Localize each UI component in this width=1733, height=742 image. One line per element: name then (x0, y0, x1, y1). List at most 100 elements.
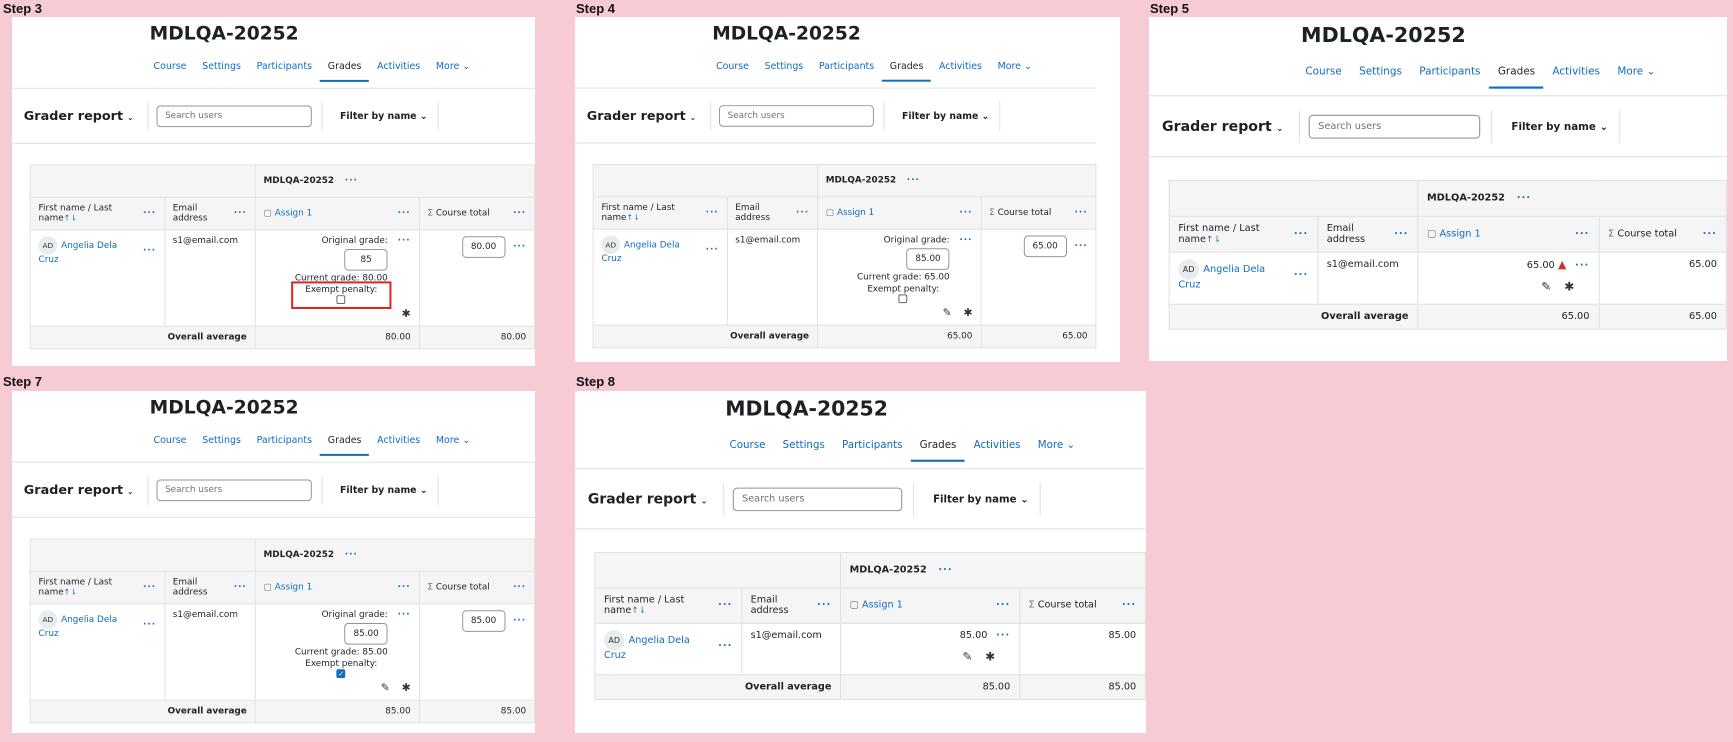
override-icon[interactable]: ✱ (401, 306, 411, 320)
filter-by-name-button[interactable]: Filter by name ⌄ (330, 111, 437, 122)
override-icon[interactable]: ✱ (1564, 279, 1575, 294)
edit-icon[interactable]: ✎ (1541, 279, 1552, 294)
email-column-menu-icon[interactable]: ··· (233, 582, 247, 593)
tab-activities[interactable]: Activities (377, 435, 421, 447)
edit-icon[interactable]: ✎ (380, 680, 390, 694)
email-column-label[interactable]: Email address (1326, 223, 1366, 246)
grade-menu-icon[interactable]: ··· (959, 235, 973, 246)
tab-more[interactable]: More ⌄ (428, 426, 478, 455)
search-users-input[interactable]: Search users (156, 479, 312, 502)
tab-grades[interactable]: Grades (911, 430, 966, 462)
tab-more[interactable]: More ⌄ (428, 52, 478, 81)
assign-column-link[interactable]: Assign 1 (274, 208, 313, 219)
tab-participants[interactable]: Participants (256, 61, 313, 73)
total-column-menu-icon[interactable]: ··· (1074, 208, 1088, 218)
tab-activities[interactable]: Activities (1552, 65, 1600, 78)
tab-grades[interactable]: Grades (319, 426, 370, 456)
name-column-menu-icon[interactable]: ··· (143, 208, 157, 219)
exempt-penalty-checkbox[interactable] (898, 294, 908, 304)
assign-column-link[interactable]: Assign 1 (274, 582, 313, 593)
report-selector[interactable]: Grader report ⌄ (587, 109, 696, 124)
report-selector[interactable]: Grader report ⌄ (588, 491, 708, 507)
sort-icon[interactable]: ↑⇂ (626, 213, 640, 222)
assign-column-menu-icon[interactable]: ··· (1575, 228, 1590, 240)
report-selector[interactable]: Grader report ⌄ (24, 109, 134, 124)
tab-settings[interactable]: Settings (1359, 65, 1402, 78)
tab-activities[interactable]: Activities (973, 439, 1021, 452)
tab-grades[interactable]: Grades (881, 52, 932, 82)
name-column-menu-icon[interactable]: ··· (1293, 228, 1309, 240)
grade-menu-icon[interactable]: ··· (1575, 259, 1590, 271)
filter-by-name-button[interactable]: Filter by name ⌄ (922, 493, 1039, 505)
grade-menu-icon[interactable]: ··· (397, 236, 411, 247)
name-column-label[interactable]: First name / Last name (601, 203, 675, 223)
assign-column-menu-icon[interactable]: ··· (995, 600, 1011, 611)
name-column-label[interactable]: First name / Last name (38, 203, 113, 224)
tab-settings[interactable]: Settings (782, 439, 825, 452)
tab-more[interactable]: More ⌄ (1609, 56, 1664, 89)
report-selector[interactable]: Grader report ⌄ (24, 483, 134, 498)
tab-more[interactable]: More ⌄ (1029, 430, 1084, 462)
email-column-label[interactable]: Email address (172, 203, 208, 224)
grade-menu-icon[interactable]: ··· (995, 630, 1011, 642)
grade-menu-icon[interactable]: ··· (397, 610, 411, 621)
tab-activities[interactable]: Activities (377, 61, 421, 73)
name-column-menu-icon[interactable]: ··· (143, 582, 157, 593)
name-column-menu-icon[interactable]: ··· (705, 208, 719, 218)
email-column-menu-icon[interactable]: ··· (817, 600, 832, 611)
assign-column-menu-icon[interactable]: ··· (397, 208, 411, 219)
email-column-menu-icon[interactable]: ··· (1394, 228, 1409, 240)
exempt-penalty-checkbox[interactable]: ✓ (336, 669, 346, 679)
sort-icon[interactable]: ↑⇂ (1206, 234, 1221, 244)
filter-by-name-button[interactable]: Filter by name ⌄ (892, 111, 999, 122)
assign-column-menu-icon[interactable]: ··· (397, 582, 411, 593)
user-menu-icon[interactable]: ··· (718, 640, 733, 652)
tab-course[interactable]: Course (1305, 65, 1342, 78)
sort-icon[interactable]: ↑⇂ (63, 587, 77, 597)
tab-participants[interactable]: Participants (256, 435, 313, 447)
grade-input[interactable]: 85 (344, 248, 388, 271)
search-users-input[interactable]: Search users (1308, 114, 1480, 139)
name-column-menu-icon[interactable]: ··· (718, 600, 733, 611)
tab-settings[interactable]: Settings (202, 435, 241, 447)
user-name-link[interactable]: Angelia Dela Cruz (38, 241, 118, 265)
override-icon[interactable]: ✱ (985, 649, 996, 664)
tab-participants[interactable]: Participants (842, 439, 903, 452)
grade-input[interactable]: 85.00 (906, 248, 950, 270)
sort-icon[interactable]: ↑⇂ (63, 213, 77, 223)
total-column-menu-icon[interactable]: ··· (1121, 600, 1137, 611)
tab-course[interactable]: Course (153, 435, 187, 447)
tab-participants[interactable]: Participants (1419, 65, 1481, 78)
email-column-label[interactable]: Email address (735, 203, 770, 223)
tab-course[interactable]: Course (729, 439, 766, 452)
tab-settings[interactable]: Settings (764, 61, 804, 72)
user-name-link[interactable]: Angelia Dela Cruz (603, 635, 690, 662)
category-menu-icon[interactable]: ··· (938, 564, 953, 576)
email-column-menu-icon[interactable]: ··· (233, 208, 247, 219)
search-users-input[interactable]: Search users (732, 487, 902, 512)
tab-activities[interactable]: Activities (939, 61, 982, 72)
grade-input[interactable]: 85.00 (344, 622, 388, 645)
edit-icon[interactable]: ✎ (942, 306, 952, 319)
sort-icon[interactable]: ↑⇂ (631, 605, 646, 616)
name-column-label[interactable]: First name / Last name (603, 594, 685, 617)
total-menu-icon[interactable]: ··· (513, 242, 527, 252)
exempt-penalty-checkbox[interactable] (336, 295, 346, 305)
user-name-link[interactable]: Angelia Dela Cruz (1178, 264, 1266, 291)
user-name-link[interactable]: Angelia Dela Cruz (601, 240, 680, 264)
total-column-menu-icon[interactable]: ··· (513, 208, 527, 219)
email-column-label[interactable]: Email address (172, 577, 208, 598)
assign-column-menu-icon[interactable]: ··· (959, 208, 973, 218)
assign-column-link[interactable]: Assign 1 (1439, 228, 1481, 240)
email-column-label[interactable]: Email address (750, 594, 789, 617)
total-grade-input[interactable]: 80.00 (461, 236, 506, 258)
user-menu-icon[interactable]: ··· (143, 619, 157, 630)
search-users-input[interactable]: Search users (718, 105, 874, 127)
tab-participants[interactable]: Participants (818, 61, 875, 72)
filter-by-name-button[interactable]: Filter by name ⌄ (1501, 121, 1619, 133)
category-menu-icon[interactable]: ··· (344, 176, 358, 187)
category-menu-icon[interactable]: ··· (344, 550, 358, 561)
tab-grades[interactable]: Grades (319, 52, 370, 82)
tab-more[interactable]: More ⌄ (990, 52, 1040, 81)
total-menu-icon[interactable]: ··· (1074, 241, 1088, 252)
